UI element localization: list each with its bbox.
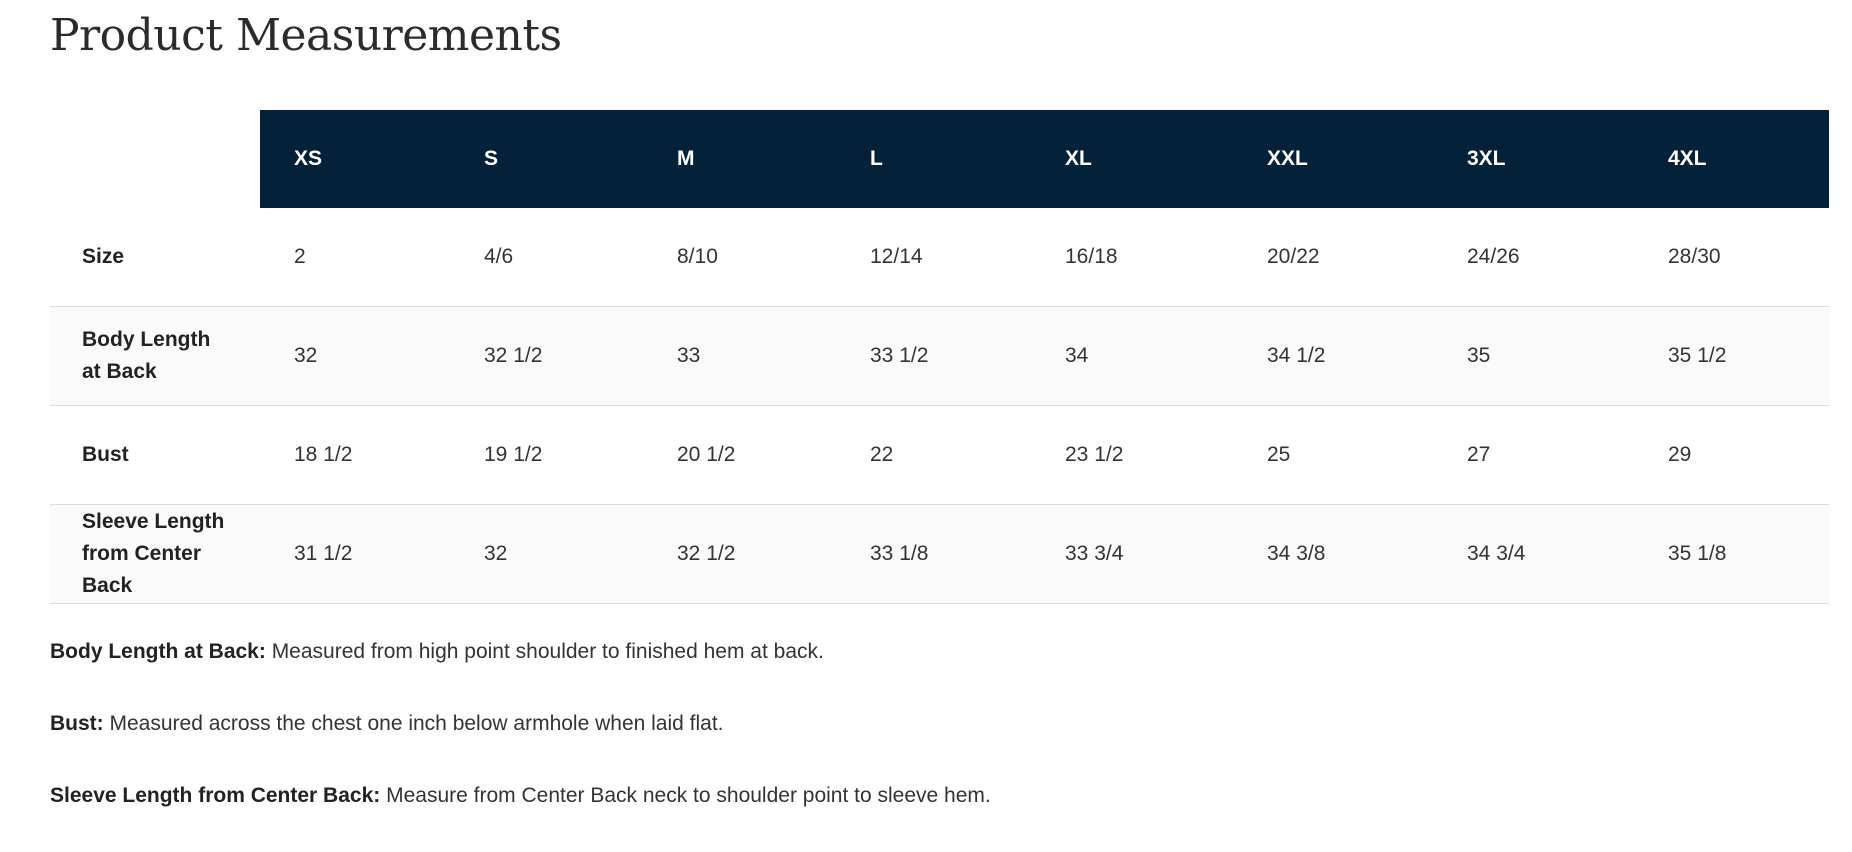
table-cell: 28/30 (1634, 208, 1829, 307)
table-row: Sleeve Length from Center Back 31 1/2 32 32… (50, 504, 1829, 604)
table-cell: 20 1/2 (643, 405, 836, 505)
table-cell: 31 1/2 (260, 504, 450, 604)
table-cell: 34 (1031, 306, 1233, 406)
note: Sleeve Length from Center Back: Measure … (50, 780, 991, 811)
size-header: XL (1031, 110, 1233, 208)
size-header: XXL (1233, 110, 1433, 208)
table-cell: 8/10 (643, 208, 836, 307)
size-header: 3XL (1433, 110, 1634, 208)
table-cell: 18 1/2 (260, 405, 450, 505)
note: Bust: Measured across the chest one inch… (50, 708, 991, 739)
table-cell: 2 (260, 208, 450, 307)
row-label: Body Length at Back (50, 306, 260, 406)
table-cell: 34 3/8 (1233, 504, 1433, 604)
table-cell: 35 1/2 (1634, 306, 1829, 406)
table-cell: 33 1/8 (836, 504, 1031, 604)
note-term: Body Length at Back: (50, 640, 266, 663)
header-row: XS S M L XL XXL 3XL 4XL (50, 110, 1829, 208)
row-label: Bust (50, 405, 260, 505)
table-cell: 33 1/2 (836, 306, 1031, 406)
table-cell: 32 (260, 306, 450, 406)
table-cell: 33 3/4 (1031, 504, 1233, 604)
table-cell: 35 (1433, 306, 1634, 406)
table-cell: 34 1/2 (1233, 306, 1433, 406)
table-cell: 12/14 (836, 208, 1031, 307)
note-term: Sleeve Length from Center Back: (50, 784, 381, 807)
row-label: Size (50, 208, 260, 307)
note-text: Measure from Center Back neck to shoulde… (380, 784, 991, 807)
measurements-table: XS S M L XL XXL 3XL 4XL Size 2 4/6 8/10 12/14 16/18 2… (50, 110, 1829, 604)
table-cell: 32 (450, 504, 643, 604)
header-blank-cell (50, 110, 260, 208)
note: Body Length at Back: Measured from high … (50, 636, 991, 667)
table-cell: 22 (836, 405, 1031, 505)
size-header: 4XL (1634, 110, 1829, 208)
table-cell: 4/6 (450, 208, 643, 307)
note-text: Measured across the chest one inch below… (103, 712, 724, 735)
page-title: Product Measurements (50, 10, 562, 61)
table-row: Body Length at Back 32 32 1/2 33 33 1/2 34 34 … (50, 306, 1829, 406)
table-cell: 32 1/2 (450, 306, 643, 406)
note-term: Bust: (50, 712, 104, 735)
table-cell: 16/18 (1031, 208, 1233, 307)
table-cell: 19 1/2 (450, 405, 643, 505)
table-cell: 29 (1634, 405, 1829, 505)
table-cell: 24/26 (1433, 208, 1634, 307)
size-header: M (643, 110, 836, 208)
table-cell: 23 1/2 (1031, 405, 1233, 505)
note-text: Measured from high point shoulder to fin… (265, 640, 824, 663)
table-cell: 25 (1233, 405, 1433, 505)
table-cell: 35 1/8 (1634, 504, 1829, 604)
table-row: Bust 18 1/2 19 1/2 20 1/2 22 23 1/2 25 27 29 (50, 405, 1829, 505)
table-cell: 34 3/4 (1433, 504, 1634, 604)
table-cell: 20/22 (1233, 208, 1433, 307)
size-header: S (450, 110, 643, 208)
measurement-notes: Body Length at Back: Measured from high … (50, 636, 991, 852)
table-row: Size 2 4/6 8/10 12/14 16/18 20/22 24/26 28/30 (50, 208, 1829, 307)
size-header: L (836, 110, 1031, 208)
table-cell: 33 (643, 306, 836, 406)
size-header: XS (260, 110, 450, 208)
table-cell: 32 1/2 (643, 504, 836, 604)
table-cell: 27 (1433, 405, 1634, 505)
row-label: Sleeve Length from Center Back (50, 504, 260, 604)
